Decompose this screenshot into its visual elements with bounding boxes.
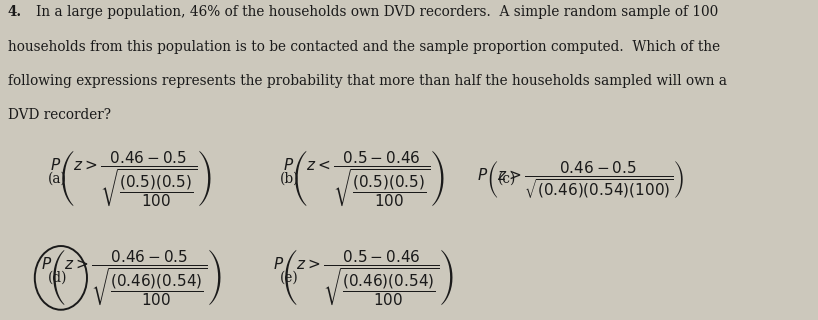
Text: $P\left( z>\dfrac{0.46-0.5}{\sqrt{(0.46)(0.54)(100)}}\right)$: $P\left( z>\dfrac{0.46-0.5}{\sqrt{(0.46)… [477,159,685,200]
Text: $P\left( z>\dfrac{0.5-0.46}{\sqrt{\dfrac{(0.46)(0.54)}{100}}}\right)$: $P\left( z>\dfrac{0.5-0.46}{\sqrt{\dfrac… [273,248,454,308]
Text: households from this population is to be contacted and the sample proportion com: households from this population is to be… [8,40,720,53]
Text: DVD recorder?: DVD recorder? [8,108,111,122]
Text: (a): (a) [47,172,67,186]
Text: 4.: 4. [8,5,22,20]
Text: $P\left( z>\dfrac{0.46-0.5}{\sqrt{\dfrac{(0.5)(0.5)}{100}}}\right)$: $P\left( z>\dfrac{0.46-0.5}{\sqrt{\dfrac… [51,149,212,209]
Text: $P\left( z<\dfrac{0.5-0.46}{\sqrt{\dfrac{(0.5)(0.5)}{100}}}\right)$: $P\left( z<\dfrac{0.5-0.46}{\sqrt{\dfrac… [282,149,444,209]
Text: (e): (e) [280,271,299,285]
Text: $P\left( z>\dfrac{0.46-0.5}{\sqrt{\dfrac{(0.46)(0.54)}{100}}}\right)$: $P\left( z>\dfrac{0.46-0.5}{\sqrt{\dfrac… [41,248,222,308]
Text: In a large population, 46% of the households own DVD recorders.  A simple random: In a large population, 46% of the househ… [35,5,717,20]
Text: (c): (c) [497,172,516,186]
Text: (d): (d) [47,271,67,285]
Text: following expressions represents the probability that more than half the househo: following expressions represents the pro… [8,74,727,88]
Text: (b): (b) [280,172,299,186]
